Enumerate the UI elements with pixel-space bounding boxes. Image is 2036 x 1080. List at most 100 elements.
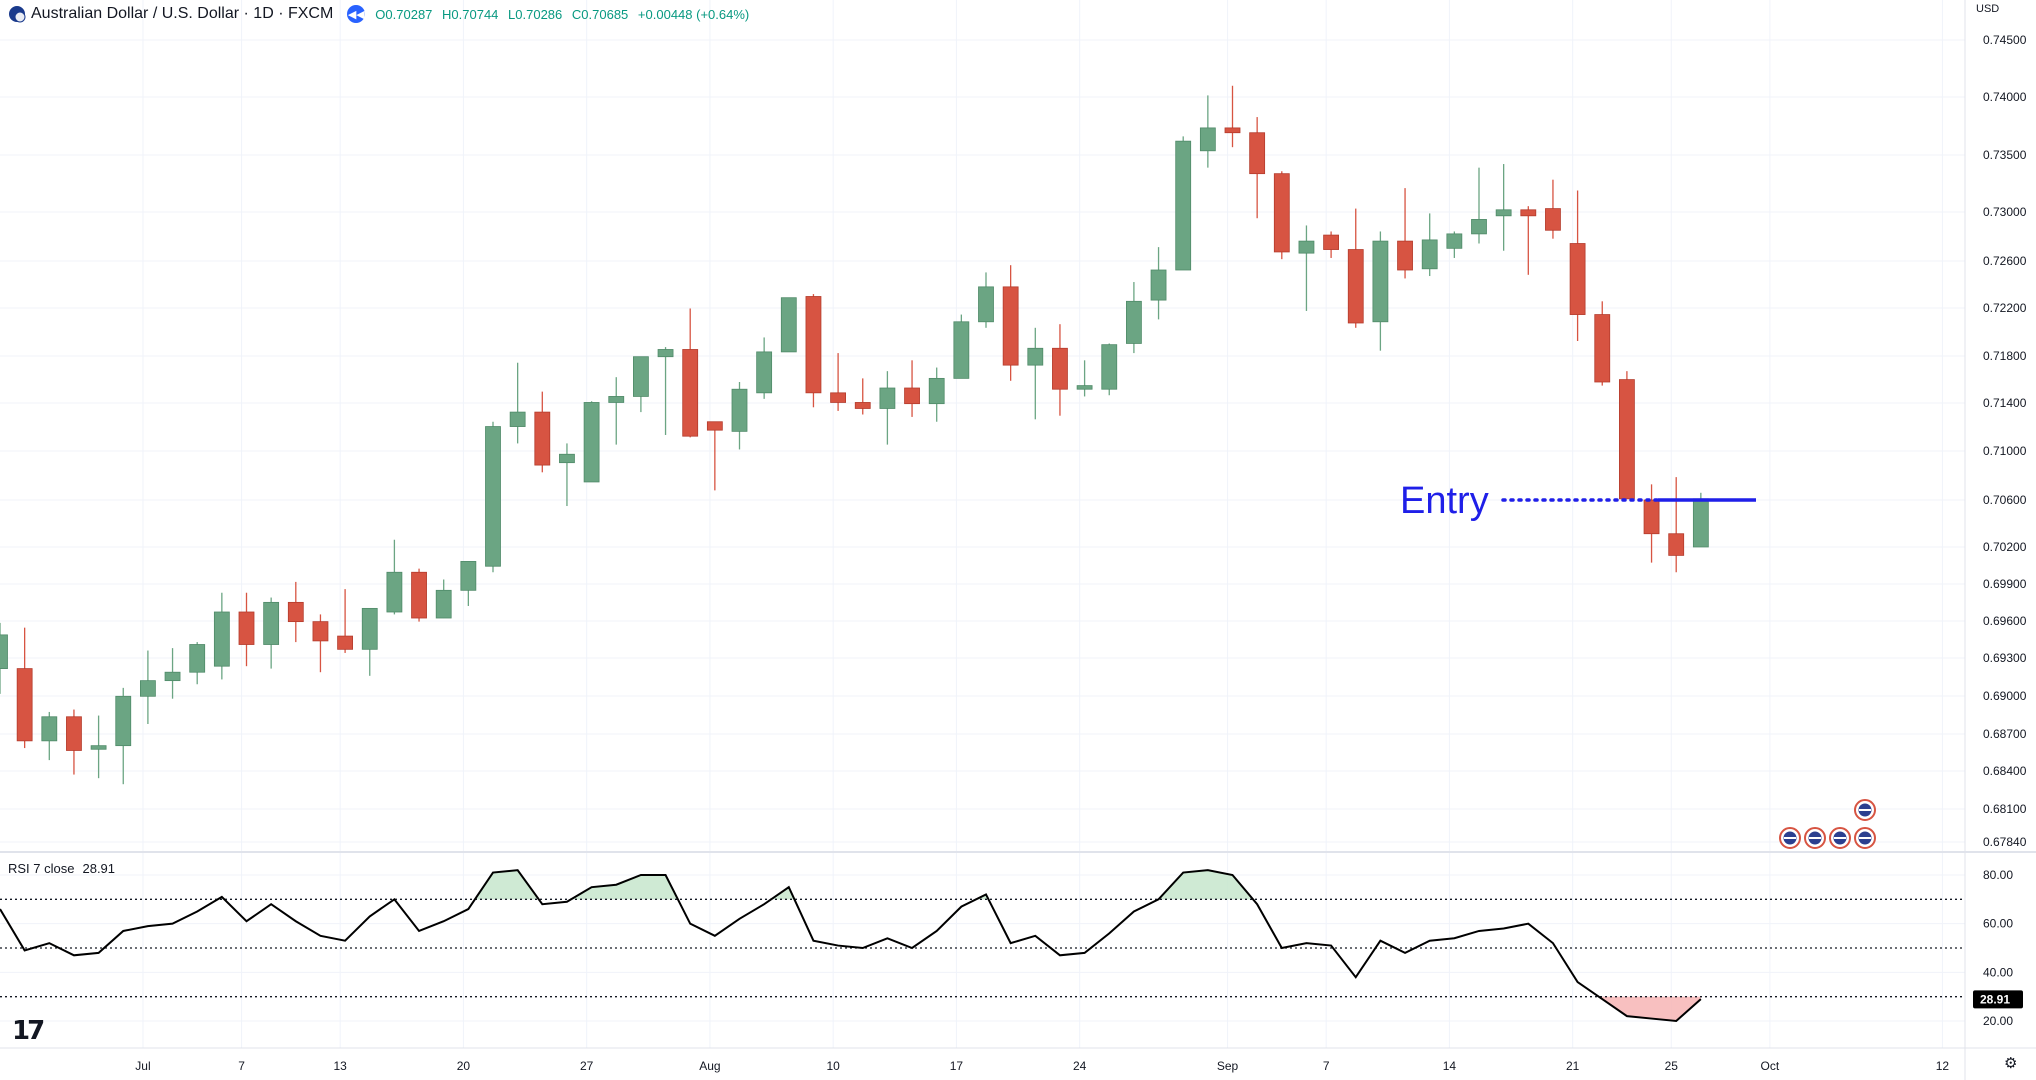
candle-up [164,671,181,682]
rsi-axis-label: 20.00 [1983,1014,2013,1028]
time-axis-label: 27 [580,1059,594,1073]
settings-gear-icon[interactable]: ⚙ [2004,1054,2018,1072]
price-axis-label: 0.73000 [1983,205,2027,219]
candle-up [953,321,970,379]
candle-up [1101,344,1118,390]
time-axis-label: 14 [1443,1059,1457,1073]
candle-down [1273,173,1290,253]
price-axis-label: 0.69300 [1983,651,2027,665]
candle-down [287,601,304,623]
price-axis-label: 0.70600 [1983,493,2027,507]
candle-down [1594,314,1611,383]
rsi-value-text: 28.91 [1980,992,2010,1006]
price-axis-label: 0.68400 [1983,764,2027,778]
candle-down [1002,286,1019,366]
time-axis[interactable]: Jul 7 13 20 27 Aug 10 17 24 Sep 7 14 21 25 Oct 12 [135,1059,1949,1073]
price-axis[interactable]: 0.74500 0.74000 0.73500 0.73000 0.72600 0.722… [1983,33,2027,849]
price-axis-label: 0.71400 [1983,396,2027,410]
candle-down [1643,499,1660,535]
rsi-pane [0,869,1965,1023]
rsi-line [0,869,1702,1023]
candle-down [706,421,723,431]
rsi-axis-label: 80.00 [1983,868,2013,882]
candle-down [805,296,822,394]
price-axis-label: 0.73500 [1983,148,2027,162]
currency-label[interactable]: USD [1976,3,2000,15]
price-axis-label: 0.68700 [1983,727,2027,741]
candlestick-series [0,85,1709,785]
rsi-header[interactable]: RSI 7 close 28.91 [8,861,123,876]
event-flag-stripe [1834,837,1846,839]
candle-down [1347,249,1364,324]
candle-up [780,297,797,353]
symbol-title[interactable]: Australian Dollar / U.S. Dollar · 1D · F… [31,5,334,22]
candle-down [534,411,551,466]
ohlc-values: O0.70287 H0.70744 L0.70286 C0.70685 +0.0… [375,7,755,22]
price-axis-label: 0.69600 [1983,614,2027,628]
time-axis-label: 17 [950,1059,964,1073]
candle-up [263,601,280,645]
australia-flag-icon [1854,799,1876,821]
open-value: O0.70287 [375,6,433,22]
rsi-oversold-fill [1598,996,1701,1021]
candle-up [90,745,107,750]
price-axis-label: 0.69000 [1983,689,2027,703]
event-flag-stripe [1784,837,1796,839]
economic-events[interactable] [1779,799,1876,849]
candle-up [633,356,649,397]
time-axis-label: 24 [1073,1059,1087,1073]
candle-up [928,377,945,405]
candle-up [189,644,206,673]
event-flag-stripe [1809,837,1821,839]
candle-up [0,634,8,669]
price-axis-label: 0.68100 [1983,802,2027,816]
candle-up [1126,300,1142,344]
candle-up [1372,240,1389,323]
candle-up [583,402,600,483]
candle-up [1199,127,1216,152]
candle-down [682,349,699,437]
candle-up [559,453,575,464]
chart-header: Australian Dollar / U.S. Dollar · 1D · F… [8,3,755,25]
candle-down [904,387,920,405]
price-axis-label: 0.69900 [1983,577,2027,591]
candle-down [1323,234,1339,250]
candle-down [66,716,82,751]
time-axis-label: 7 [238,1059,245,1073]
candle-up [1692,498,1709,548]
tradingview-logo[interactable]: 17 [12,1016,45,1046]
time-axis-label: 25 [1665,1059,1679,1073]
collapse-arrows-icon[interactable]: ◀◀ [347,5,366,23]
candle-down [1520,209,1537,217]
candle-down [238,611,255,645]
rsi-axis[interactable]: 80.00 60.00 40.00 20.00 28.91 [1973,868,2023,1028]
time-axis-label: Aug [699,1059,720,1073]
price-axis-label: 0.71800 [1983,349,2027,363]
entry-label: Entry [1400,480,1489,522]
candle-down [1052,347,1068,390]
time-axis-label: 12 [1936,1059,1950,1073]
high-value: H0.70744 [442,6,499,22]
price-axis-label: 0.71000 [1983,444,2027,458]
entry-annotation: Entry [1400,480,1756,522]
candle-up [1446,233,1463,249]
candle-down [830,392,846,403]
rsi-axis-label: 40.00 [1983,965,2013,979]
change-value: +0.00448 (+0.64%) [637,6,750,22]
price-axis-label: 0.67840 [1983,835,2027,849]
time-axis-label: Oct [1761,1059,1780,1073]
time-axis-label: Jul [135,1059,150,1073]
rsi-value-badge [1973,990,2023,1009]
candle-up [657,349,674,358]
candle-up [756,351,773,394]
price-axis-label: 0.72200 [1983,301,2027,315]
time-axis-label: 21 [1566,1059,1580,1073]
candle-down [1569,243,1586,315]
australia-flag-icon [1829,827,1851,849]
candle-up [41,716,58,742]
candle-up [1027,347,1044,366]
candle-up [115,695,132,747]
candle-up [879,387,896,409]
